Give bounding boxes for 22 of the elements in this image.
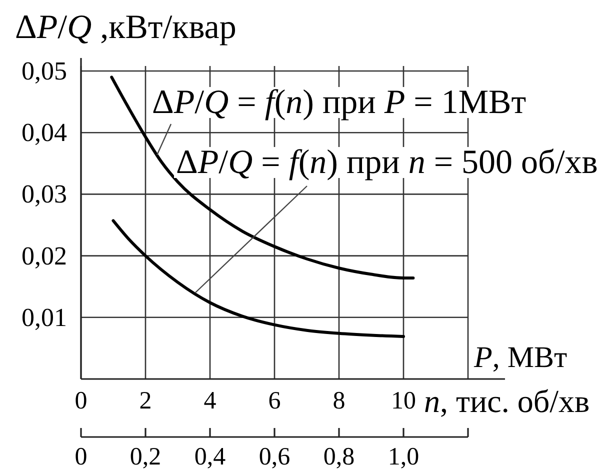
y-tick-label: 0,01 (22, 302, 67, 332)
x-tick-label: 10 (391, 388, 416, 414)
x2-tick-label: 0,2 (130, 444, 162, 470)
x2-tick-label: 0,8 (323, 444, 355, 470)
x-tick-label: 8 (332, 388, 346, 414)
x-tick-label: 0 (74, 388, 88, 414)
text: ΔP/Q = f(n) при P = 1МВт (152, 84, 526, 121)
y-tick-label: 0,02 (22, 241, 67, 270)
x2-tick-label: 1,0 (388, 444, 420, 470)
x-tick-label: 4 (204, 388, 217, 414)
y-tick-label: 0,03 (22, 180, 67, 209)
x-tick-label: 2 (139, 388, 152, 414)
y-tick-label: 0,04 (22, 118, 67, 148)
x2-axis-title: P, МВт (473, 340, 568, 374)
x2-tick-label: 0,4 (194, 444, 226, 470)
x-axis-title: n, тис. об/хв (424, 383, 590, 419)
x-tick-label: 6 (268, 388, 281, 414)
y-axis-title: ΔP/Q ,кВт/квар (15, 9, 236, 46)
x2-tick-label: 0 (74, 444, 88, 470)
text: ΔP/Q = f(n) при n = 500 об/хв (176, 144, 598, 181)
y-tick-label: 0,05 (22, 56, 67, 86)
x2-tick-label: 0,6 (258, 444, 290, 470)
